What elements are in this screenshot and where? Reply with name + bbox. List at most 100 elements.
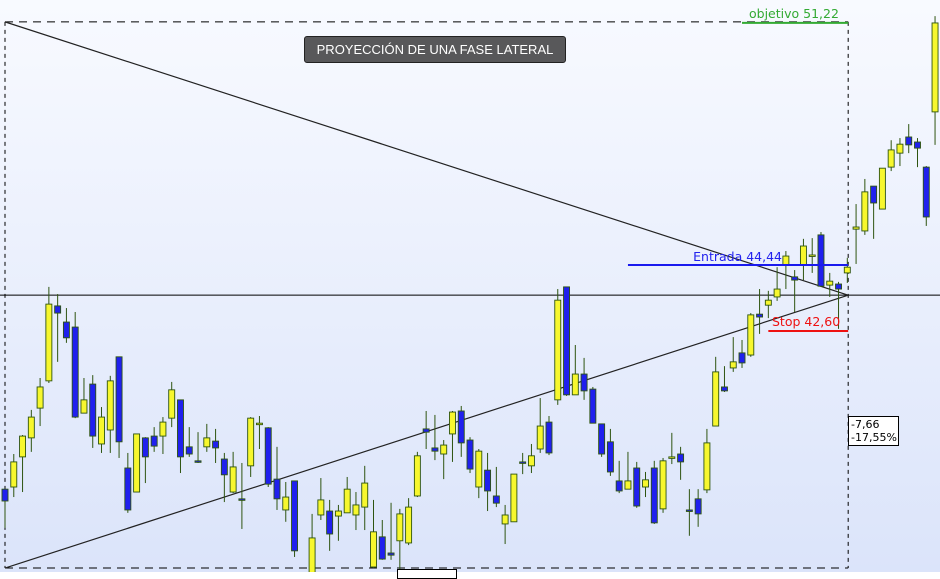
candle	[773, 267, 781, 301]
candle-body-bullish	[449, 411, 456, 435]
candle	[326, 499, 334, 551]
candle-body-bearish	[220, 458, 228, 476]
candle	[492, 466, 500, 508]
candle-body-bearish	[141, 437, 149, 458]
candle-body-bullish	[659, 460, 667, 510]
candle	[115, 356, 123, 458]
candle-body-bearish	[914, 141, 921, 149]
upper-triangle-line	[4, 21, 849, 296]
candle	[273, 446, 281, 510]
candle	[150, 427, 158, 452]
candle-body-bearish	[633, 467, 641, 507]
candle-body-bullish	[405, 506, 413, 544]
candle	[466, 437, 474, 474]
candle-body-bearish	[177, 399, 184, 458]
candle	[650, 460, 658, 524]
candle-body-bullish	[19, 435, 26, 458]
candle	[931, 16, 939, 145]
candle	[89, 375, 97, 448]
candle-body-bearish	[378, 536, 386, 560]
candle	[62, 308, 70, 343]
candle	[861, 178, 869, 235]
candle-body-bullish	[554, 299, 562, 401]
candle-body-bullish	[10, 461, 18, 488]
candle-body-bullish	[668, 456, 676, 459]
candle	[905, 124, 913, 154]
candle-body-bearish	[598, 423, 606, 455]
candle	[133, 433, 141, 493]
candle	[484, 452, 492, 512]
candle-body-bullish	[624, 480, 632, 490]
candle-body-bearish	[71, 326, 79, 418]
measure-change-pct: -17,55%	[851, 431, 897, 444]
candle	[98, 407, 105, 453]
candle-body-bearish	[62, 321, 70, 339]
candle	[826, 272, 834, 297]
candle	[405, 498, 413, 546]
candle	[685, 489, 693, 536]
candle-body-bearish	[492, 495, 500, 504]
candle-body-bullish	[861, 191, 869, 232]
candle-body-bullish	[764, 299, 772, 306]
candle	[80, 377, 88, 414]
candle-body-bearish	[615, 480, 623, 492]
candle	[229, 451, 237, 494]
candle	[633, 461, 641, 508]
candle-body-bearish	[677, 453, 685, 463]
candle-body-bullish	[773, 288, 781, 298]
candle	[203, 423, 211, 452]
candle-body-bearish	[580, 373, 588, 392]
measure-box: -7,66 -17,55%	[848, 416, 899, 446]
candle	[712, 356, 720, 427]
candle	[668, 432, 676, 465]
candle	[922, 166, 930, 226]
candle	[220, 452, 228, 503]
candle-body-bearish	[545, 421, 553, 454]
candle-body-bullish	[27, 416, 35, 439]
candle	[212, 428, 220, 463]
candle-body-bullish	[203, 437, 211, 448]
candle-body-bearish	[685, 509, 693, 512]
stop-label: Stop 42,60	[772, 314, 841, 329]
candle	[168, 381, 176, 428]
candle-body-bullish	[536, 425, 544, 450]
candle	[738, 339, 746, 368]
candle-body-bearish	[431, 447, 439, 452]
candle-body-bullish	[370, 531, 377, 568]
candle-body-bullish	[712, 371, 720, 427]
candle	[615, 460, 623, 494]
candle-body-bullish	[247, 417, 255, 467]
measure-change: -7,66	[851, 418, 880, 431]
candle	[756, 289, 764, 334]
candle-body-bullish	[396, 513, 404, 542]
candle	[896, 138, 904, 167]
candle-body-bearish	[870, 185, 878, 204]
candle-body-bearish	[387, 552, 395, 556]
candle-body-bullish	[571, 373, 579, 396]
candle	[501, 504, 509, 545]
candle-body-bullish	[642, 479, 649, 488]
candle	[598, 423, 606, 457]
candle	[571, 344, 579, 396]
candle-body-bearish	[291, 480, 298, 552]
candle-body-bearish	[835, 283, 842, 290]
candle	[282, 481, 290, 522]
candle-body-bullish	[931, 22, 939, 113]
candle	[10, 454, 18, 498]
candle	[677, 446, 685, 480]
candle	[396, 508, 404, 570]
candle	[247, 417, 255, 477]
candle-body-bearish	[238, 498, 246, 501]
candle	[1, 488, 9, 528]
candle-body-bullish	[133, 433, 141, 493]
candle-body-bearish	[694, 498, 702, 515]
candle-body-bullish	[826, 280, 834, 286]
candle	[606, 428, 614, 476]
candle-body-bullish	[782, 255, 790, 266]
candle-body-bearish	[89, 383, 97, 437]
candle	[554, 289, 562, 405]
candle-body-bearish	[422, 428, 430, 433]
candle	[124, 452, 132, 513]
